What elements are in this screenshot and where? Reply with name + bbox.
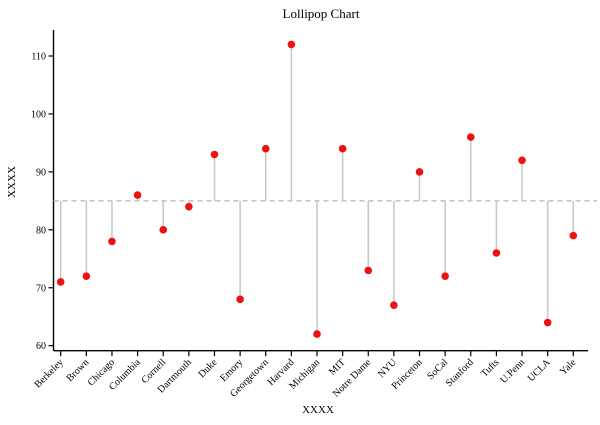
- lollipop-dot-duke: [210, 150, 219, 159]
- lollipop-dot-berkeley: [56, 278, 65, 286]
- lollipop-dot-michigan: [313, 330, 321, 338]
- lollipop-dot-georgetown: [261, 144, 270, 153]
- lollipop-dot-ucla: [543, 318, 552, 327]
- x-tick-label-berkeley: Berkeley: [33, 357, 66, 390]
- x-tick-label-ucla: UCLA: [526, 357, 554, 385]
- x-tick-label-duke: Duke: [196, 357, 219, 380]
- y-tick-label: 80: [36, 225, 46, 236]
- lollipop-dot-stanford: [466, 133, 475, 141]
- lollipop-dot-princeton: [415, 168, 424, 176]
- axes: 60708090100110BerkeleyBrownChicagoColumb…: [31, 30, 588, 400]
- x-tick-label-mit: MIT: [327, 357, 348, 378]
- lollipop-dot-mit: [338, 144, 347, 153]
- lollipop-dot-emory: [236, 295, 244, 304]
- lollipop-dot-columbia: [133, 191, 142, 199]
- lollipop-dot-chicago: [108, 237, 116, 246]
- lollipop-dot-notre-dame: [364, 266, 373, 275]
- x-tick-label-yale: Yale: [558, 357, 579, 378]
- y-tick-label: 110: [31, 52, 46, 63]
- y-tick-label: 70: [36, 283, 46, 294]
- lollipop-dot-yale: [569, 231, 578, 240]
- y-tick-label: 60: [36, 341, 46, 352]
- lollipop-dot-tufts: [492, 249, 501, 257]
- x-axis-label: XXXX: [302, 404, 334, 416]
- lollipop-series: [56, 40, 578, 338]
- lollipop-dot-harvard: [287, 40, 296, 49]
- y-tick-label: 100: [31, 109, 46, 120]
- x-tick-label-tufts: Tufts: [479, 357, 502, 380]
- chart-title: Lollipop Chart: [283, 6, 360, 21]
- lollipop-dot-u-penn: [518, 156, 526, 165]
- lollipop-dot-nyu: [390, 301, 398, 309]
- y-tick-label: 90: [36, 167, 46, 178]
- lollipop-dot-cornell: [159, 226, 168, 234]
- lollipop-dot-socal: [441, 272, 449, 280]
- x-tick-label-u-penn: U.Penn: [498, 357, 527, 386]
- y-axis-label: XXXX: [6, 166, 18, 198]
- lollipop-dot-dartmouth: [185, 202, 193, 211]
- x-tick-label-stanford: Stanford: [444, 357, 476, 389]
- lollipop-dot-brown: [82, 272, 91, 280]
